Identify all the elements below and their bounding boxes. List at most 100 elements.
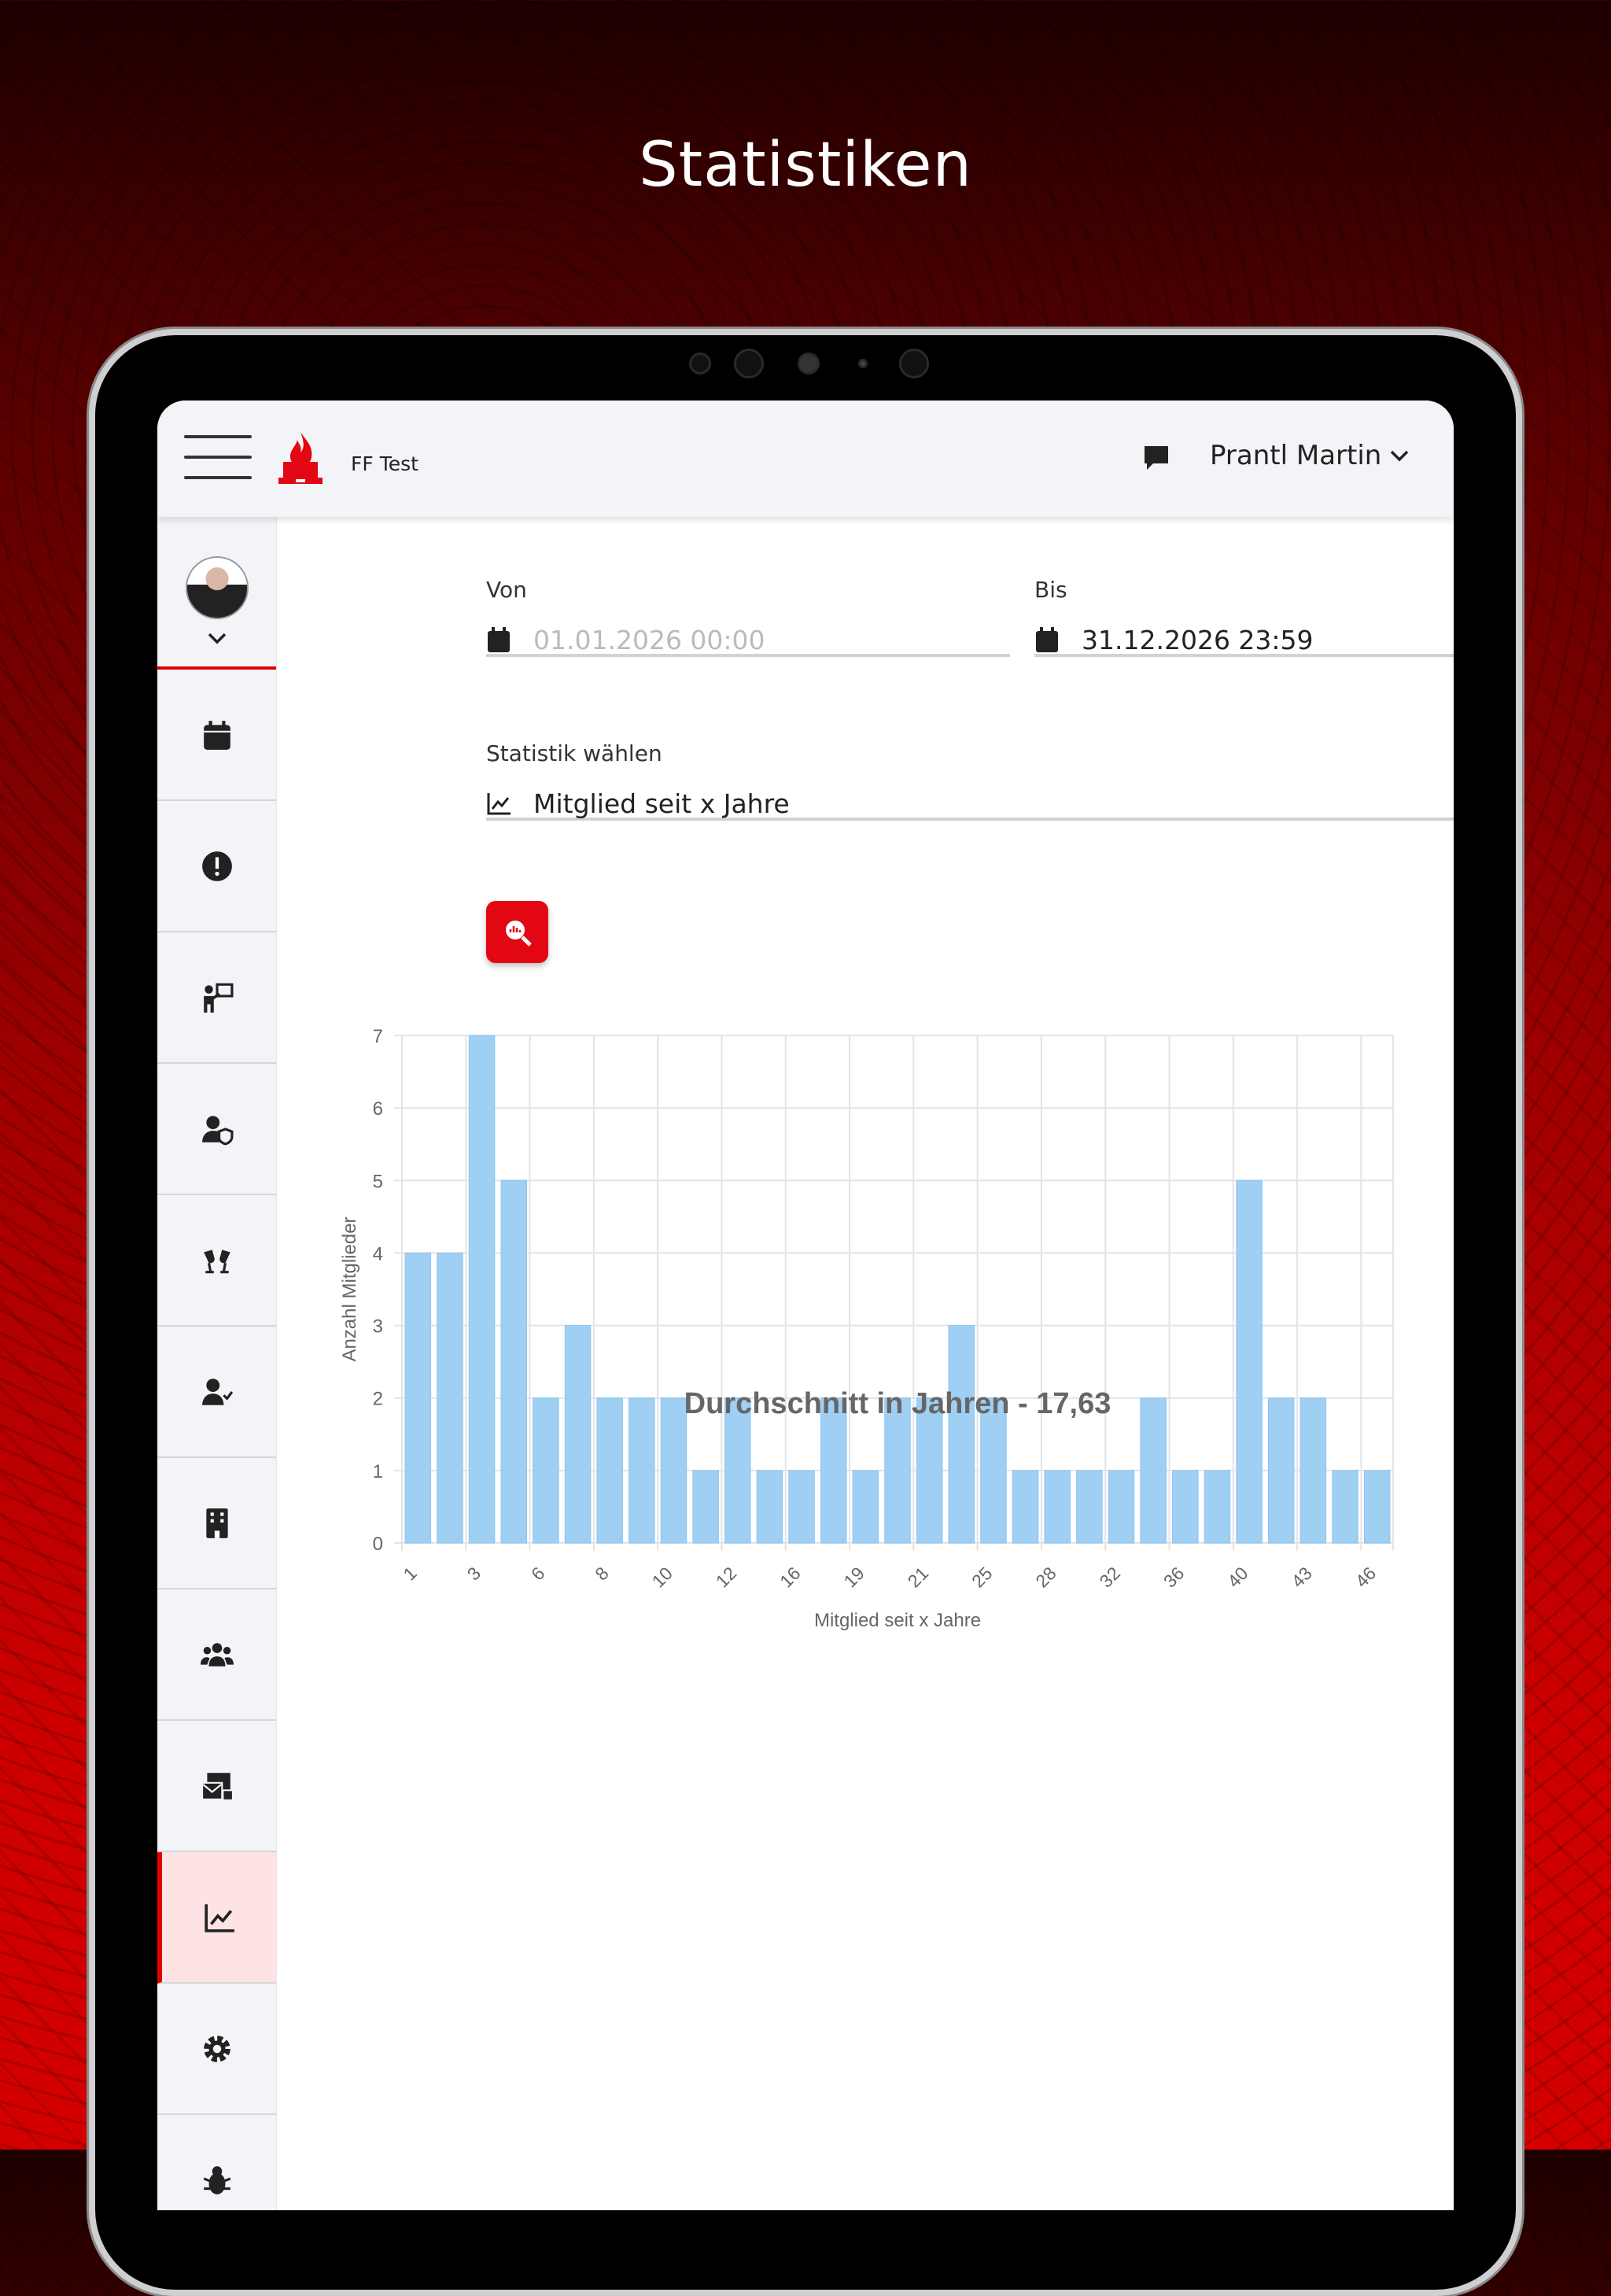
bug-icon [203,2165,230,2194]
x-tick-label: 32 [1096,1563,1124,1591]
y-tick-label: 6 [373,1098,383,1120]
menu-icon[interactable] [184,435,252,479]
user-shield-icon [201,1115,233,1146]
fire-logo-icon [278,432,323,484]
sidebar-item-members[interactable] [157,1589,276,1721]
chat-icon[interactable] [1142,444,1170,472]
chart-zoom-button[interactable] [486,901,548,963]
bar [1267,1397,1295,1544]
bar [404,1252,432,1544]
chart-title: Durchschnitt in Jahren - 17,63 [684,1387,1111,1420]
gear-icon [203,2035,230,2062]
sidebar-item-events[interactable] [157,1195,276,1327]
users-icon [200,1642,234,1667]
y-tick-label: 4 [373,1243,383,1264]
x-tick-label: 8 [591,1563,612,1584]
x-tick-label: 1 [399,1563,420,1584]
sensor-icon [734,349,764,378]
chart-line-icon [487,793,511,815]
app-screen: FF Test Prantl Martin Von 01.01.2026 00:… [157,401,1454,2210]
bar [1108,1470,1135,1544]
bar [692,1470,719,1544]
bar [1299,1397,1327,1544]
sidebar-item-building[interactable] [157,1458,276,1589]
bar [564,1325,592,1544]
top-bar: FF Test Prantl Martin [157,401,1454,517]
to-label: Bis [1034,577,1067,603]
sidebar [157,517,277,2210]
bar [1236,1179,1263,1544]
chevron-down-icon[interactable] [207,630,227,646]
bar [1076,1470,1103,1544]
to-date-value: 31.12.2026 23:59 [1082,624,1314,655]
from-label: Von [486,577,527,603]
bar [884,1397,911,1544]
user-check-icon [201,1378,233,1405]
statistic-select[interactable]: Mitglied seit x Jahre [486,788,1454,821]
user-name: Prantl Martin [1210,440,1382,471]
bar [1204,1470,1231,1544]
sidebar-item-calendar[interactable] [157,670,276,801]
x-tick-label: 43 [1287,1563,1315,1591]
y-tick-label: 2 [373,1389,383,1410]
x-tick-label: 36 [1159,1563,1188,1591]
bar [533,1397,559,1544]
x-tick-label: 25 [968,1563,996,1591]
user-menu[interactable]: Prantl Martin [1210,440,1410,471]
profile-menu[interactable] [157,517,276,670]
sidebar-item-statistics[interactable] [157,1852,276,1984]
calendar-icon [203,720,230,750]
y-tick-label: 1 [373,1461,383,1482]
mail-shop-icon [201,1772,232,1800]
x-axis-label: Mitglied seit x Jahre [814,1610,981,1631]
bar [1140,1397,1167,1544]
x-tick-label: 21 [904,1563,932,1591]
search-chart-icon [505,920,532,947]
bar [820,1397,847,1544]
x-tick-label: 10 [648,1563,676,1591]
bar [596,1397,623,1544]
x-tick-label: 46 [1351,1563,1380,1591]
avatar[interactable] [185,556,249,619]
bar [1363,1470,1391,1544]
bar [500,1179,528,1544]
sidebar-item-mail[interactable] [157,1721,276,1852]
sidebar-item-settings[interactable] [157,1984,276,2115]
bar [980,1397,1007,1544]
chevron-down-icon [1391,450,1409,462]
y-tick-label: 0 [373,1534,383,1555]
sensor-icon [858,359,868,368]
x-tick-label: 12 [712,1563,740,1591]
bar [756,1470,783,1544]
statistic-select-value: Mitglied seit x Jahre [533,788,790,819]
from-date-input[interactable]: 01.01.2026 00:00 [486,624,1010,657]
from-date-value: 01.01.2026 00:00 [533,624,765,655]
bar [437,1252,463,1544]
bar [660,1397,688,1544]
y-tick-label: 7 [373,1026,383,1047]
sensor-icon [689,353,711,375]
x-tick-label: 40 [1223,1563,1252,1591]
bar [1172,1470,1199,1544]
x-tick-label: 28 [1031,1563,1060,1591]
promo-title: Statistiken [639,130,972,201]
sidebar-item-user-shield[interactable] [157,1064,276,1195]
sidebar-item-user-check[interactable] [157,1327,276,1458]
sidebar-item-bug[interactable] [157,2115,276,2210]
x-tick-label: 3 [463,1563,485,1584]
training-icon [203,983,233,1013]
y-tick-label: 3 [373,1316,383,1338]
bar [1332,1470,1358,1544]
alert-icon [201,851,232,881]
bar [629,1397,655,1544]
calendar-icon [488,627,510,652]
bar [948,1325,975,1544]
statistic-select-label: Statistik wählen [486,740,662,766]
sidebar-item-training[interactable] [157,932,276,1064]
building-icon [205,1508,228,1538]
x-tick-label: 6 [527,1563,548,1584]
bar [1044,1470,1071,1544]
to-date-input[interactable]: 31.12.2026 23:59 [1034,624,1454,657]
sidebar-item-alerts[interactable] [157,801,276,932]
